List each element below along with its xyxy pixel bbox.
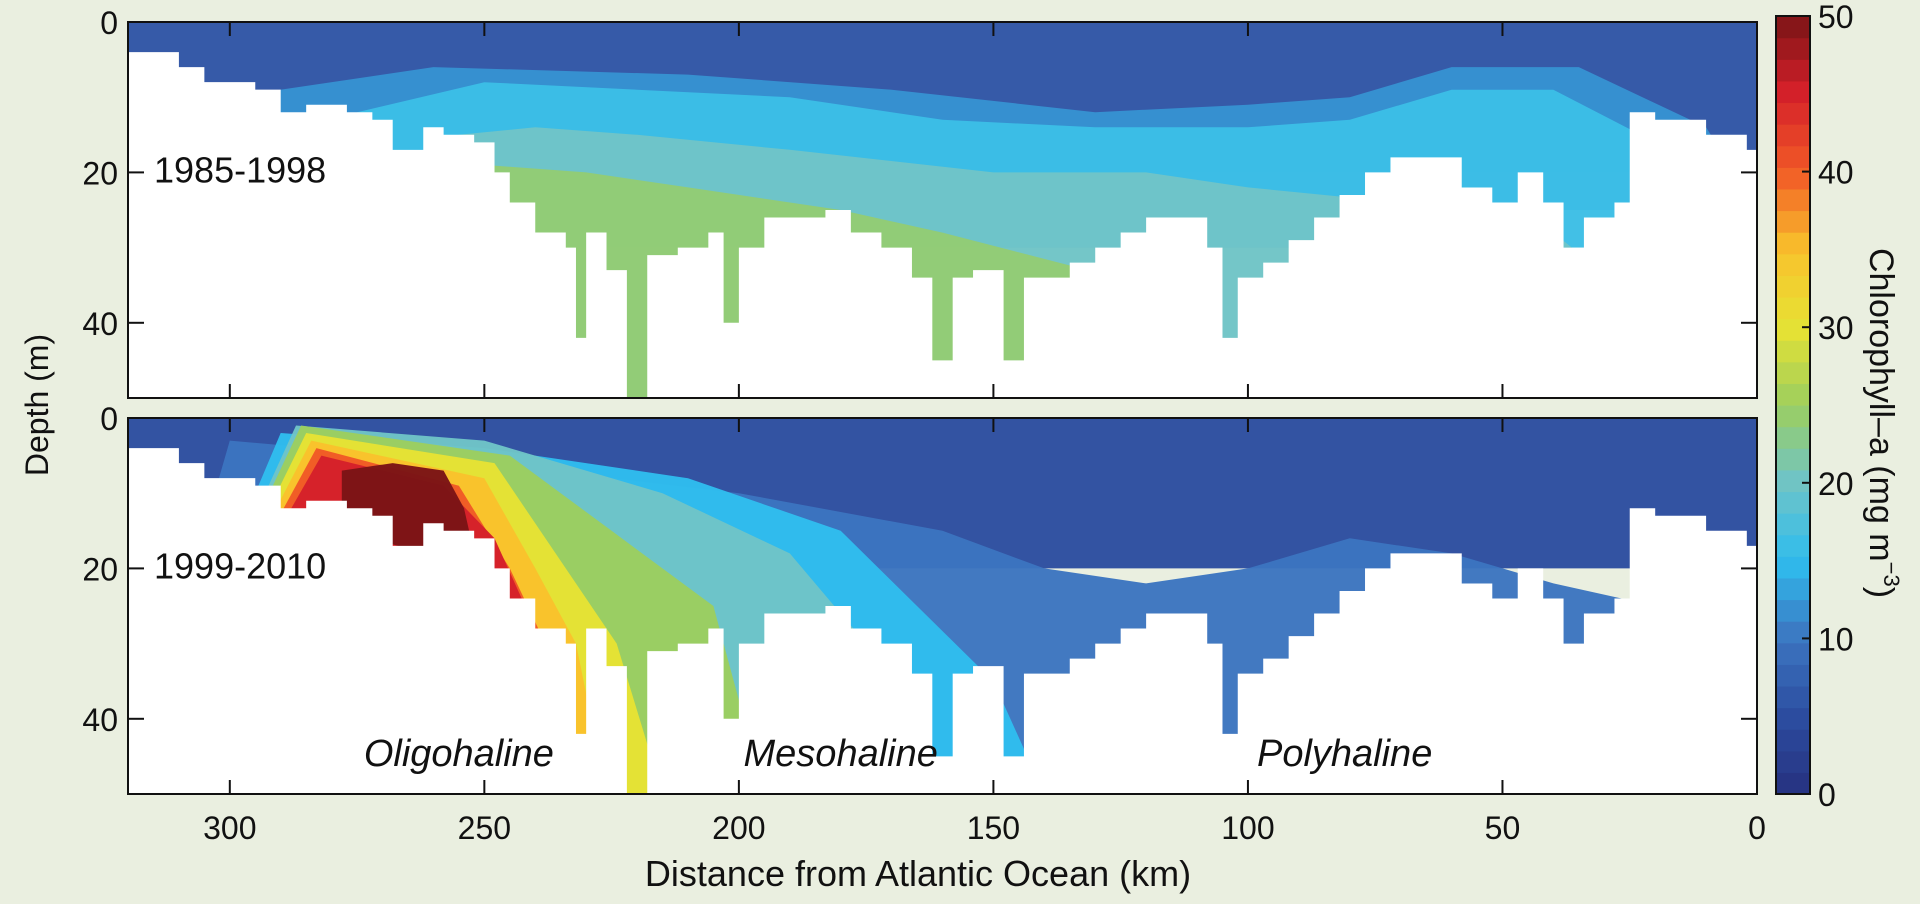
- panel-frame: [127, 417, 1758, 795]
- colorbar-segment: [1776, 513, 1810, 536]
- colorbar-segment: [1776, 599, 1810, 622]
- y-tick-label: 40: [82, 306, 118, 342]
- colorbar-segment: [1776, 772, 1810, 795]
- colorbar-segment: [1776, 296, 1810, 320]
- colorbar-segment: [1776, 621, 1810, 644]
- seabed-mask: [128, 448, 1757, 794]
- colorbar-label: Chlorophyll–a (mg m−3): [1862, 248, 1904, 598]
- colorbar-segment: [1776, 642, 1810, 665]
- zone-label: Mesohaline: [744, 733, 938, 775]
- colorbar-tick-label: 20: [1818, 466, 1854, 502]
- y-tick-label: 0: [100, 401, 118, 437]
- y-tick-label: 0: [100, 5, 118, 41]
- panel-2: [128, 418, 1757, 794]
- zone-label: Oligohaline: [364, 733, 554, 775]
- colorbar-segment: [1776, 361, 1810, 384]
- zone-label: Polyhaline: [1257, 733, 1432, 775]
- y-tick-label: 20: [82, 155, 118, 191]
- colorbar-segment: [1776, 145, 1810, 168]
- colorbar-segment: [1776, 16, 1810, 39]
- x-tick-label: 100: [1221, 810, 1274, 846]
- colorbar-segment: [1776, 210, 1810, 233]
- colorbar-segment: [1776, 729, 1810, 752]
- y-tick-label: 20: [82, 551, 118, 587]
- x-tick-label: 50: [1485, 810, 1521, 846]
- panel-frame: [127, 21, 1758, 399]
- colorbar-frame: [1775, 15, 1811, 795]
- colorbar-segment: [1776, 491, 1810, 514]
- colorbar-segment: [1776, 577, 1810, 601]
- colorbar-segment: [1776, 707, 1810, 730]
- colorbar-tick-label: 30: [1818, 310, 1854, 346]
- colorbar-tick-label: 10: [1818, 621, 1854, 657]
- colorbar-tick-label: 0: [1818, 777, 1836, 813]
- panel-period-label: 1999-2010: [154, 545, 326, 586]
- colorbar-segment: [1776, 383, 1810, 406]
- colorbar-segment: [1776, 232, 1810, 255]
- y-tick-label: 40: [82, 702, 118, 738]
- colorbar-segment: [1776, 80, 1810, 104]
- colorbar-tick-label: 40: [1818, 155, 1854, 191]
- y-axis-label: Depth (m): [19, 334, 55, 476]
- colorbar-segment: [1776, 188, 1810, 212]
- x-tick-label: 200: [712, 810, 765, 846]
- colorbar-segment: [1776, 426, 1810, 449]
- colorbar-label-text: Chlorophyll–a (mg m: [1862, 248, 1900, 562]
- x-axis-label: Distance from Atlantic Ocean (km): [645, 853, 1191, 894]
- x-tick-label: 300: [203, 810, 256, 846]
- panel-1: [128, 22, 1757, 398]
- colorbar-segment: [1776, 167, 1810, 190]
- panel-layer: [128, 22, 1757, 794]
- colorbar-segment: [1776, 469, 1810, 493]
- colorbar-label-close: ): [1862, 587, 1900, 598]
- colorbar-segment: [1776, 340, 1810, 363]
- colorbar-segment: [1776, 275, 1810, 298]
- colorbar-segment: [1776, 405, 1810, 428]
- colorbar-segment: [1776, 685, 1810, 709]
- colorbar-segment: [1776, 534, 1810, 557]
- colorbar-segment: [1776, 37, 1810, 60]
- colorbar-segment: [1776, 253, 1810, 276]
- colorbar-label-exponent: −3: [1879, 562, 1904, 587]
- x-tick-label: 0: [1748, 810, 1766, 846]
- colorbar-segment: [1776, 124, 1810, 147]
- colorbar: 0 10 20 30 40 50: [1775, 0, 1854, 813]
- x-tick-label: 250: [458, 810, 511, 846]
- colorbar-segment: [1776, 102, 1810, 125]
- colorbar-segment: [1776, 556, 1810, 579]
- colorbar-segment: [1776, 750, 1810, 773]
- panel-period-label: 1985-1998: [154, 149, 326, 190]
- colorbar-segment: [1776, 448, 1810, 471]
- colorbar-segment: [1776, 318, 1810, 341]
- x-tick-label: 150: [967, 810, 1020, 846]
- colorbar-segment: [1776, 664, 1810, 687]
- axis-layer: 0 20 40 1985-1998 0 20 40 1999-2010 300 250 200 150…: [82, 5, 1765, 846]
- seabed-mask: [128, 52, 1757, 398]
- colorbar-segment: [1776, 59, 1810, 82]
- colorbar-tick-label: 50: [1818, 0, 1854, 35]
